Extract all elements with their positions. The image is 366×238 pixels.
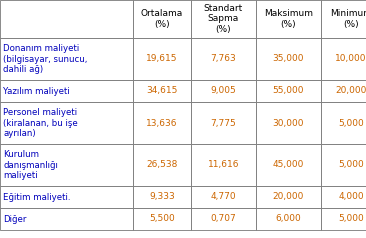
Text: 19,615: 19,615 bbox=[146, 55, 178, 64]
Text: 11,616: 11,616 bbox=[208, 160, 239, 169]
Bar bbox=[0, 0, 133, 38]
Bar bbox=[0, 38, 133, 80]
Bar bbox=[191, 80, 256, 102]
Text: 5,000: 5,000 bbox=[338, 160, 364, 169]
Text: 9,005: 9,005 bbox=[210, 86, 236, 95]
Text: Ortalama
(%): Ortalama (%) bbox=[141, 9, 183, 29]
Bar bbox=[321, 38, 366, 80]
Text: Minimum
(%): Minimum (%) bbox=[330, 9, 366, 29]
Bar bbox=[191, 38, 256, 80]
Bar bbox=[256, 144, 321, 186]
Text: 4,770: 4,770 bbox=[211, 193, 236, 202]
Text: 7,763: 7,763 bbox=[210, 55, 236, 64]
Text: 9,333: 9,333 bbox=[149, 193, 175, 202]
Text: Eğitim maliyeti.: Eğitim maliyeti. bbox=[3, 193, 71, 202]
Bar bbox=[133, 144, 191, 186]
Bar bbox=[321, 80, 366, 102]
Bar bbox=[321, 0, 366, 38]
Bar bbox=[133, 0, 191, 38]
Bar bbox=[191, 186, 256, 208]
Bar bbox=[133, 102, 191, 144]
Bar bbox=[0, 144, 133, 186]
Text: 4,000: 4,000 bbox=[338, 193, 364, 202]
Text: Yazılım maliyeti: Yazılım maliyeti bbox=[3, 86, 70, 95]
Bar bbox=[256, 102, 321, 144]
Bar bbox=[133, 80, 191, 102]
Bar bbox=[256, 208, 321, 230]
Text: 6,000: 6,000 bbox=[276, 214, 301, 223]
Text: Standart
Sapma
(%): Standart Sapma (%) bbox=[204, 4, 243, 34]
Bar bbox=[0, 186, 133, 208]
Text: 55,000: 55,000 bbox=[273, 86, 304, 95]
Text: 7,775: 7,775 bbox=[210, 119, 236, 128]
Text: 5,000: 5,000 bbox=[338, 119, 364, 128]
Text: 26,538: 26,538 bbox=[146, 160, 178, 169]
Text: 5,000: 5,000 bbox=[338, 214, 364, 223]
Text: 35,000: 35,000 bbox=[273, 55, 304, 64]
Bar bbox=[191, 144, 256, 186]
Text: 34,615: 34,615 bbox=[146, 86, 178, 95]
Bar bbox=[321, 144, 366, 186]
Text: 30,000: 30,000 bbox=[273, 119, 304, 128]
Bar bbox=[0, 208, 133, 230]
Bar bbox=[321, 208, 366, 230]
Bar bbox=[191, 0, 256, 38]
Bar bbox=[256, 38, 321, 80]
Text: 13,636: 13,636 bbox=[146, 119, 178, 128]
Text: Maksimum
(%): Maksimum (%) bbox=[264, 9, 313, 29]
Text: Personel maliyeti
(kiralanan, bu işe
ayrılan): Personel maliyeti (kiralanan, bu işe ayr… bbox=[3, 108, 78, 138]
Text: Diğer: Diğer bbox=[3, 214, 26, 223]
Bar bbox=[321, 186, 366, 208]
Text: 10,000: 10,000 bbox=[335, 55, 366, 64]
Text: 20,000: 20,000 bbox=[335, 86, 366, 95]
Bar bbox=[256, 80, 321, 102]
Text: Kurulum
danışmanlığı
maliyeti: Kurulum danışmanlığı maliyeti bbox=[3, 150, 58, 180]
Text: 0,707: 0,707 bbox=[210, 214, 236, 223]
Bar bbox=[256, 0, 321, 38]
Bar bbox=[133, 208, 191, 230]
Bar bbox=[321, 102, 366, 144]
Bar bbox=[133, 186, 191, 208]
Text: 5,500: 5,500 bbox=[149, 214, 175, 223]
Bar bbox=[191, 208, 256, 230]
Text: 20,000: 20,000 bbox=[273, 193, 304, 202]
Bar bbox=[191, 102, 256, 144]
Bar bbox=[133, 38, 191, 80]
Text: 45,000: 45,000 bbox=[273, 160, 304, 169]
Bar bbox=[0, 102, 133, 144]
Bar bbox=[256, 186, 321, 208]
Text: Donanım maliyeti
(bilgisayar, sunucu,
dahili ağ): Donanım maliyeti (bilgisayar, sunucu, da… bbox=[3, 44, 87, 74]
Bar bbox=[0, 80, 133, 102]
